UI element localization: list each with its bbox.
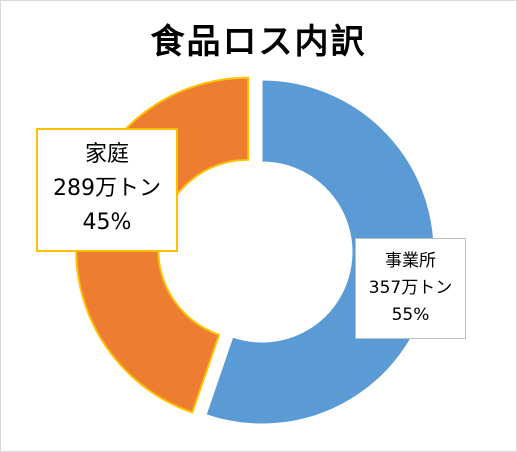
chart-title: 食品ロス内訳 — [150, 22, 367, 62]
data-label-home-percent: 45% — [82, 210, 132, 235]
data-label-business-percent: 55% — [391, 305, 430, 325]
data-label-home: 家庭 289万トン 45% — [36, 128, 178, 252]
data-label-home-value: 289万トン — [53, 176, 161, 201]
data-label-business-value: 357万トン — [368, 278, 453, 298]
data-label-home-name: 家庭 — [84, 142, 129, 167]
data-label-business: 事業所 357万トン 55% — [355, 238, 466, 339]
data-label-business-name: 事業所 — [385, 251, 436, 271]
